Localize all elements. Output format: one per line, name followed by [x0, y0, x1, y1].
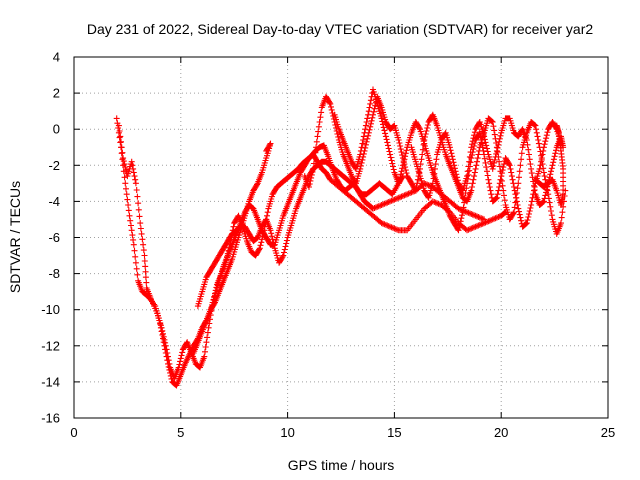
- data-markers: [113, 86, 569, 389]
- y-tick-label: 2: [53, 86, 60, 101]
- series-trace-d: [190, 140, 274, 356]
- x-tick-label: 15: [387, 425, 401, 440]
- y-tick-label: -2: [48, 158, 60, 173]
- grid-lines: [74, 57, 608, 418]
- y-tick-label: -12: [41, 338, 60, 353]
- x-tick-label: 0: [70, 425, 77, 440]
- series-marker-path: [194, 158, 488, 310]
- series-marker-path: [532, 122, 567, 208]
- y-tick-label: -8: [48, 266, 60, 281]
- x-tick-label: 25: [601, 425, 615, 440]
- y-tick-label: -4: [48, 194, 60, 209]
- y-tick-label: -14: [41, 374, 60, 389]
- x-tick-label: 10: [280, 425, 294, 440]
- x-tick-label: 5: [177, 425, 184, 440]
- y-tick-label: -16: [41, 411, 60, 426]
- series-trace-e: [301, 93, 569, 237]
- series-marker-path: [301, 93, 569, 237]
- y-tick-label: -10: [41, 302, 60, 317]
- series-trace-h: [532, 122, 567, 208]
- series-marker-path: [190, 140, 274, 356]
- y-tick-label: 4: [53, 50, 60, 65]
- chart-title: Day 231 of 2022, Sidereal Day-to-day VTE…: [87, 21, 593, 37]
- y-axis-label: SDTVAR / TECUs: [7, 181, 23, 293]
- y-tick-label: 0: [53, 122, 60, 137]
- x-axis-label: GPS time / hours: [288, 457, 395, 473]
- series-trace-c: [194, 158, 488, 310]
- x-tick-label: 20: [494, 425, 508, 440]
- axis-ticks: 0 5 10 15 20 25 -16 -14 -12 -10 -8 -6 -4 -2 0 2 4: [41, 50, 615, 441]
- y-tick-label: -6: [48, 230, 60, 245]
